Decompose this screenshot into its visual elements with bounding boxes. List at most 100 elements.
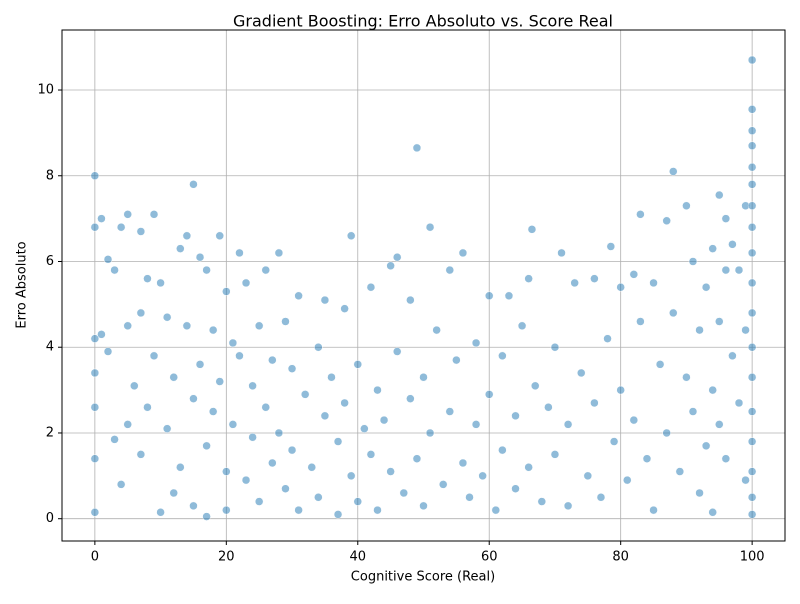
data-point [222,505,231,515]
data-point [274,428,284,438]
data-point [90,222,100,232]
data-point [268,458,277,468]
data-point [90,334,100,343]
data-point [747,201,757,211]
data-point [307,463,317,472]
data-point [333,437,343,446]
data-point [228,420,238,429]
data-point [623,475,632,485]
data-point [90,171,100,181]
data-point [202,265,211,275]
data-point [406,295,415,305]
data-point [675,467,685,476]
data-point [235,351,244,361]
data-point [346,471,356,481]
data-point [399,488,409,498]
data-point [563,501,573,511]
x-tick-label: 100 [740,550,765,565]
data-point [606,242,616,251]
data-point [695,325,704,335]
data-point [484,390,494,399]
data-point [241,278,251,288]
data-point [215,231,224,241]
data-point [747,493,757,502]
data-point [465,493,474,502]
data-point [287,364,297,373]
data-point [527,225,537,234]
data-point [320,295,330,305]
x-tick-label: 80 [612,550,629,565]
data-point [90,402,100,412]
data-point [353,497,363,506]
data-point [392,252,402,262]
y-tick-label: 2 [46,425,54,440]
data-point [248,381,257,391]
data-point [715,420,724,429]
y-tick-label: 10 [37,83,54,98]
data-point [149,351,159,361]
data-point [583,471,593,481]
data-point [609,437,619,446]
data-point [412,143,422,153]
data-point [596,493,606,502]
data-point [208,325,218,335]
data-point [182,231,192,241]
data-point [162,424,172,433]
data-point [281,317,290,326]
data-point [97,214,106,223]
data-point [90,368,100,378]
data-point [162,312,172,322]
data-point [708,508,717,517]
data-point [747,467,757,476]
data-point [406,394,415,403]
x-axis-label: Cognitive Score (Real) [351,570,495,585]
data-point [366,282,376,292]
data-point [616,282,625,292]
y-tick-label: 0 [46,511,54,526]
data-point [445,265,455,275]
data-point [189,501,198,511]
data-point [320,411,330,421]
data-point [116,222,126,232]
data-point [353,360,363,369]
data-point [208,407,218,416]
data-point [452,355,461,365]
data-point [189,394,198,403]
data-point [110,435,119,444]
data-point [734,398,744,408]
data-point [498,445,507,455]
data-point [97,330,106,339]
data-point [90,454,100,463]
data-point [123,210,132,219]
data-point [747,437,757,446]
data-point [747,372,757,382]
data-point [248,433,257,442]
data-point [721,454,731,463]
data-point [268,355,277,365]
data-point [544,402,553,412]
data-point [747,222,757,232]
data-point [340,304,349,313]
data-point [130,381,139,391]
data-point [419,501,428,511]
data-point [563,420,573,429]
data-point [550,450,560,459]
data-point [747,126,757,135]
x-tick-label: 40 [349,550,366,565]
data-point [491,505,501,515]
data-point [504,291,514,301]
data-point [274,248,284,258]
data-point [721,265,731,275]
data-point [511,484,520,493]
data-point [649,505,658,515]
data-point [616,385,625,395]
data-point [340,398,349,408]
x-tick-label: 0 [91,550,99,565]
data-point [445,407,455,416]
data-point [373,505,382,515]
data-point [360,424,369,433]
data-point [261,402,271,412]
data-point [747,248,757,258]
data-point [524,463,533,472]
